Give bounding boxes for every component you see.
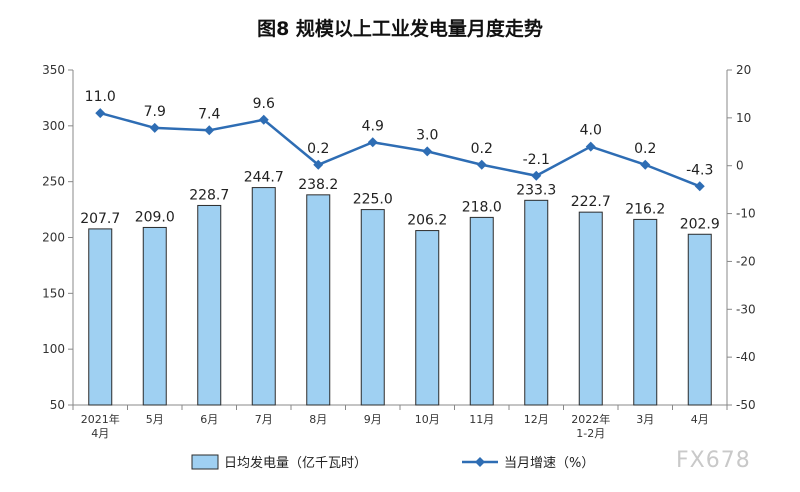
line-data-label: 9.6 <box>253 96 275 112</box>
bar-data-label: 216.2 <box>625 201 665 217</box>
line-data-label: 7.4 <box>198 106 220 122</box>
bar <box>469 216 494 406</box>
line-point <box>313 159 324 170</box>
y-left-tick-label: 250 <box>42 175 65 189</box>
x-tick-label: 8月 <box>309 413 327 426</box>
line-data-label: 0.2 <box>307 141 329 157</box>
bar <box>197 204 222 406</box>
x-tick-label: 4月 <box>91 427 109 440</box>
line-data-label: 0.2 <box>634 141 656 157</box>
bar <box>251 187 276 406</box>
y-left-tick-label: 150 <box>42 286 65 300</box>
bar <box>578 211 603 406</box>
y-right-tick-label: -30 <box>736 302 756 316</box>
y-right-tick-label: 20 <box>736 63 751 77</box>
bar <box>524 199 549 406</box>
bar <box>88 228 113 406</box>
bar-data-label: 244.7 <box>244 170 284 186</box>
bar <box>415 230 440 406</box>
bar <box>306 194 331 406</box>
line-data-label: 4.9 <box>362 118 384 134</box>
bar-data-label: 209.0 <box>135 209 175 225</box>
bar-data-label: 207.7 <box>80 211 120 227</box>
bar-data-label: 202.9 <box>680 216 720 232</box>
bar <box>687 233 712 406</box>
line-point <box>204 125 215 136</box>
bar <box>633 218 658 406</box>
bar-data-label: 206.2 <box>407 213 447 229</box>
x-tick-label: 3月 <box>636 413 654 426</box>
y-left-tick-label: 50 <box>50 398 65 412</box>
line-data-label: -4.3 <box>686 162 713 178</box>
x-tick-label: 6月 <box>200 413 218 426</box>
x-tick-label: 4月 <box>691 413 709 426</box>
bar-data-label: 225.0 <box>353 192 393 208</box>
y-right-tick-label: 0 <box>736 159 744 173</box>
x-tick-label: 2021年 <box>81 412 120 426</box>
y-left-tick-label: 200 <box>42 231 65 245</box>
y-right-tick-label: -40 <box>736 350 756 364</box>
line-data-label: 4.0 <box>580 123 602 139</box>
y-right-tick-label: -10 <box>736 207 756 221</box>
legend-bar-swatch <box>191 454 219 470</box>
line-point <box>258 114 269 125</box>
bar-data-label: 222.7 <box>571 194 611 210</box>
line-point <box>422 146 433 157</box>
bar-data-label: 238.2 <box>298 177 338 193</box>
legend-line-marker <box>475 457 485 467</box>
watermark-text: FX678 <box>676 448 751 473</box>
x-tick-label: 10月 <box>415 413 440 426</box>
line-data-label: 7.9 <box>144 104 166 120</box>
y-left-tick-label: 300 <box>42 119 65 133</box>
line-point <box>531 170 542 181</box>
growth-line <box>99 111 701 188</box>
line-point <box>694 181 705 192</box>
y-left-tick-label: 350 <box>42 63 65 77</box>
x-tick-label: 12月 <box>524 413 549 426</box>
y-right-tick-label: -50 <box>736 398 756 412</box>
line-data-label: 11.0 <box>85 89 116 105</box>
line-point <box>149 122 160 133</box>
bar-data-label: 233.3 <box>516 182 556 198</box>
bar <box>142 226 167 406</box>
line-point <box>585 141 596 152</box>
line-data-label: 3.0 <box>416 127 438 143</box>
bar <box>360 209 385 406</box>
line-point <box>95 108 106 119</box>
line-data-label: -2.1 <box>523 152 550 168</box>
chart-title: 图8 规模以上工业发电量月度走势 <box>257 18 543 40</box>
legend-line-label: 当月增速（%） <box>504 456 594 471</box>
line-point <box>640 159 651 170</box>
x-tick-label: 11月 <box>469 413 494 426</box>
y-left-tick-label: 100 <box>42 342 65 356</box>
x-tick-label: 9月 <box>364 413 382 426</box>
x-tick-label: 1-2月 <box>576 427 605 440</box>
x-tick-label: 5月 <box>146 413 164 426</box>
line-point <box>476 159 487 170</box>
legend-bar-label: 日均发电量（亿千瓦时） <box>224 455 367 471</box>
bar-data-label: 228.7 <box>189 187 229 203</box>
y-right-tick-label: -20 <box>736 254 756 268</box>
bar-data-label: 218.0 <box>462 199 502 215</box>
x-tick-label: 7月 <box>255 413 273 426</box>
y-right-tick-label: 10 <box>736 111 751 125</box>
line-point <box>367 137 378 148</box>
x-tick-label: 2022年 <box>571 412 610 426</box>
line-data-label: 0.2 <box>471 141 493 157</box>
